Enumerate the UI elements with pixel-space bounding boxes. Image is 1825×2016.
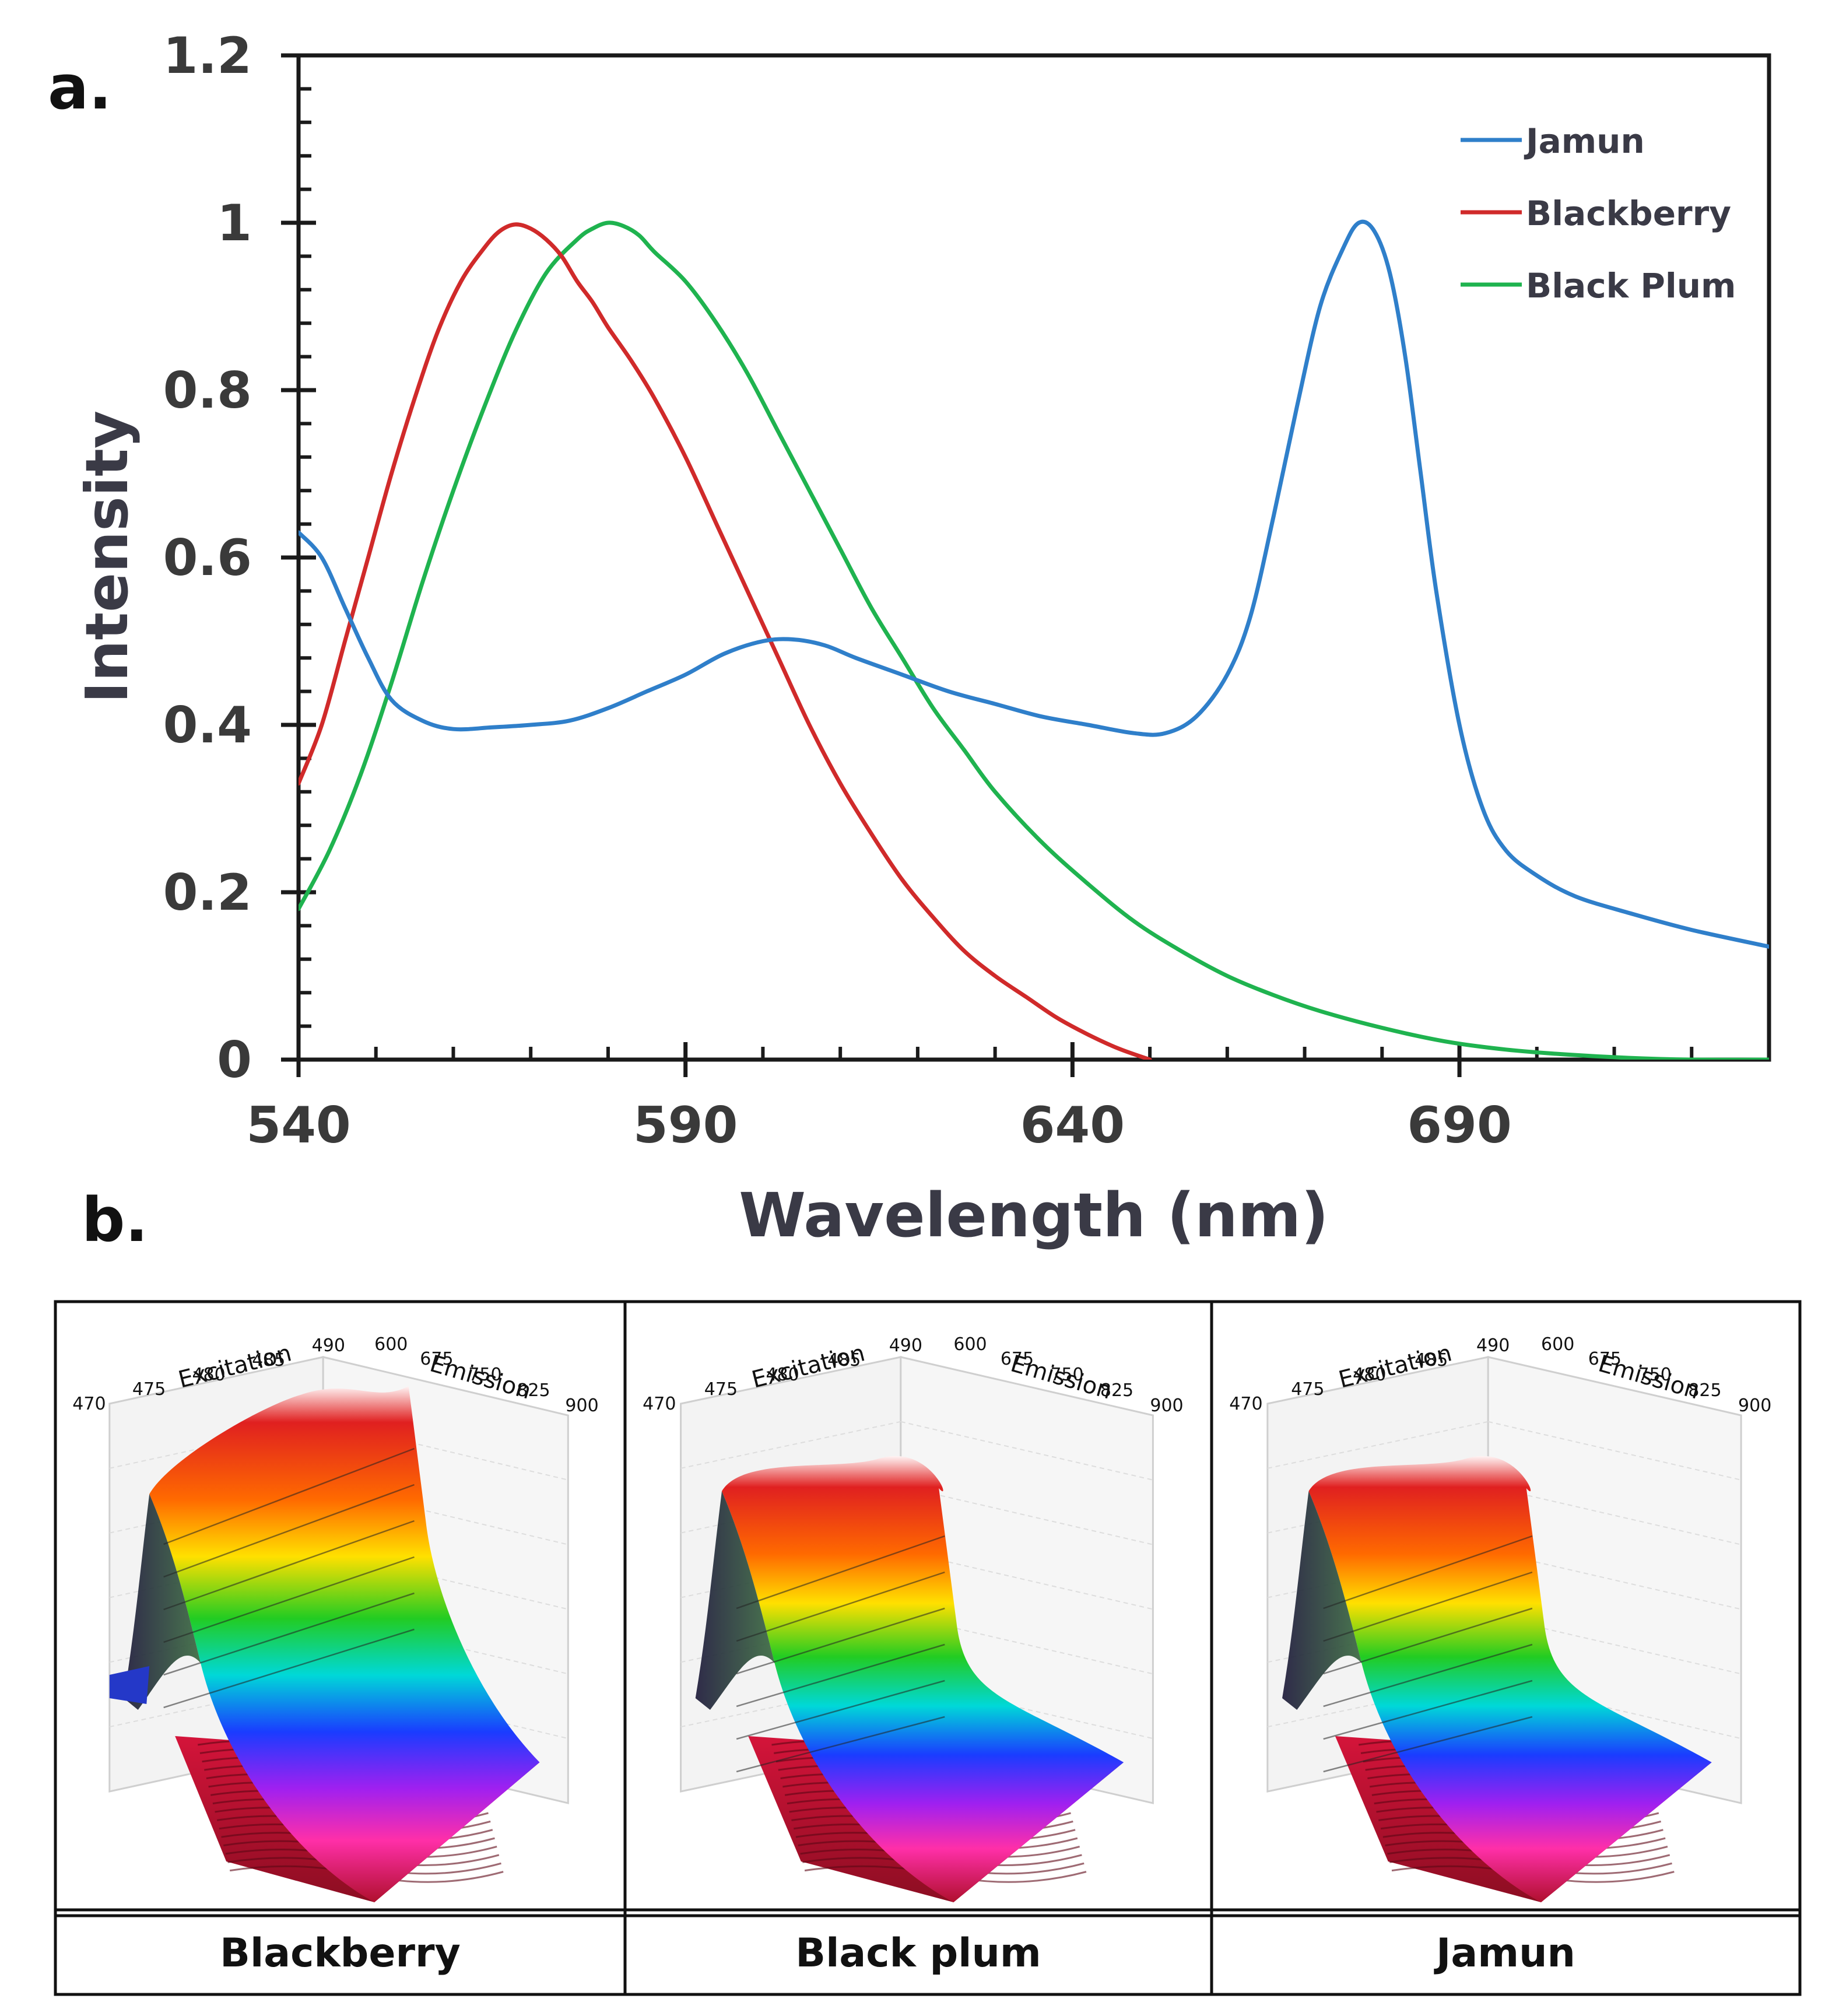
emission-tick-label: 750 <box>1050 1365 1083 1385</box>
x-tick-label: 640 <box>1020 1096 1125 1155</box>
emission-tick-label: 900 <box>1738 1396 1771 1416</box>
x-axis-title: Wavelength (nm) <box>739 1180 1329 1251</box>
surface-contour <box>163 1484 415 1578</box>
excitation-tick-label: 470 <box>1229 1394 1262 1414</box>
y-tick-label: 0.6 <box>163 529 252 587</box>
legend-label: Blackberry <box>1526 194 1731 233</box>
y-tick-label: 1.2 <box>163 27 252 85</box>
grid-line <box>1267 1421 1489 1469</box>
x-tick-label: 690 <box>1407 1096 1512 1155</box>
surface-contour <box>163 1447 415 1545</box>
excitation-tick-label: 480 <box>192 1365 225 1385</box>
excitation-tick-label: 480 <box>1353 1365 1386 1385</box>
emission-tick-label: 750 <box>468 1365 501 1385</box>
series-line-blackberry <box>299 222 1152 1060</box>
surface-left-face <box>1282 1491 1362 1710</box>
surface-sheet <box>721 1456 1124 1902</box>
panel-label-a: a. <box>48 52 112 123</box>
surface-left-face <box>124 1494 201 1710</box>
series-line-jamun <box>299 219 1769 949</box>
grid-line <box>900 1485 1153 1545</box>
line-chart: 0 0.2 0.4 0.6 0.8 1 1.2 540 590 640 690 Intensity… <box>73 27 1771 1251</box>
surface-contour <box>1323 1643 1533 1708</box>
surface-contour <box>1323 1535 1533 1610</box>
grid-line <box>1488 1421 1742 1481</box>
emission-tick-label: 600 <box>1541 1334 1574 1355</box>
legend-label: Black Plum <box>1526 266 1736 306</box>
series-group <box>299 219 1769 1060</box>
surface-sheet <box>149 1386 540 1902</box>
emission-tick-label: 675 <box>1001 1349 1034 1369</box>
surface-contour <box>736 1643 945 1708</box>
excitation-tick-label: 475 <box>132 1379 166 1400</box>
surface-contour <box>163 1520 415 1611</box>
emission-tick-label: 825 <box>1100 1380 1133 1401</box>
y-tick-label: 0 <box>217 1031 252 1089</box>
surface-contour <box>1323 1571 1533 1642</box>
x-tick-label: 590 <box>633 1096 738 1155</box>
surface-contour <box>736 1535 945 1610</box>
surface-caption: Blackberry <box>220 1930 461 1976</box>
excitation-tick-label: 490 <box>1476 1335 1510 1356</box>
excitation-tick-label: 485 <box>1415 1350 1448 1370</box>
emission-tick-label: 900 <box>565 1396 598 1416</box>
grid-line <box>1488 1485 1742 1545</box>
emission-tick-label: 825 <box>1688 1380 1721 1401</box>
surface-contour <box>163 1556 415 1643</box>
x-axis: 540 590 640 690 <box>246 1042 1771 1155</box>
surface-caption: Jamun <box>1434 1930 1575 1976</box>
panel-b-outer-frame <box>54 1300 1802 1996</box>
emission-tick-label: 900 <box>1150 1396 1183 1416</box>
panel-label-b: b. <box>82 1184 148 1256</box>
surface-sheet <box>1308 1456 1712 1902</box>
series-line-black-plum <box>299 220 1769 1060</box>
emission-tick-label: 600 <box>374 1334 408 1355</box>
surface-contour <box>163 1628 415 1709</box>
excitation-tick-label: 475 <box>704 1379 738 1400</box>
emission-tick-label: 825 <box>517 1380 550 1401</box>
excitation-tick-label: 475 <box>1291 1379 1324 1400</box>
grid-line <box>900 1421 1153 1481</box>
y-tick-label: 0.8 <box>163 362 252 420</box>
y-tick-label: 0.4 <box>163 696 252 755</box>
excitation-tick-label: 485 <box>827 1350 861 1370</box>
y-tick-label: 1 <box>217 194 252 253</box>
excitation-tick-label: 485 <box>252 1350 285 1370</box>
excitation-tick-label: 490 <box>889 1335 922 1356</box>
legend: Jamun Blackberry Black Plum <box>1461 121 1736 306</box>
x-tick-label: 540 <box>246 1096 351 1155</box>
emission-tick-label: 750 <box>1638 1365 1672 1385</box>
surface-caption: Black plum <box>795 1930 1041 1976</box>
excitation-tick-label: 470 <box>72 1394 106 1414</box>
y-axis: 0 0.2 0.4 0.6 0.8 1 1.2 <box>163 27 316 1089</box>
legend-label: Jamun <box>1524 121 1645 161</box>
y-tick-label: 0.2 <box>163 864 252 922</box>
surface-contour <box>1323 1680 1533 1740</box>
surface-contour <box>736 1680 945 1740</box>
surface-edge-blue <box>109 1666 150 1704</box>
emission-tick-label: 600 <box>953 1334 987 1355</box>
excitation-tick-label: 470 <box>643 1394 676 1414</box>
surface-contour <box>1323 1716 1533 1773</box>
surface-contour <box>736 1571 945 1642</box>
surface-contour <box>736 1607 945 1675</box>
excitation-tick-label: 490 <box>312 1335 345 1356</box>
emission-tick-label: 675 <box>420 1349 453 1369</box>
surface-contour <box>1323 1607 1533 1675</box>
surface-contour <box>163 1592 415 1676</box>
surface-left-face <box>695 1491 775 1710</box>
emission-tick-label: 675 <box>1588 1349 1622 1369</box>
excitation-tick-label: 480 <box>766 1365 799 1385</box>
y-axis-title: Intensity <box>73 411 141 703</box>
surface-contour <box>736 1716 945 1773</box>
